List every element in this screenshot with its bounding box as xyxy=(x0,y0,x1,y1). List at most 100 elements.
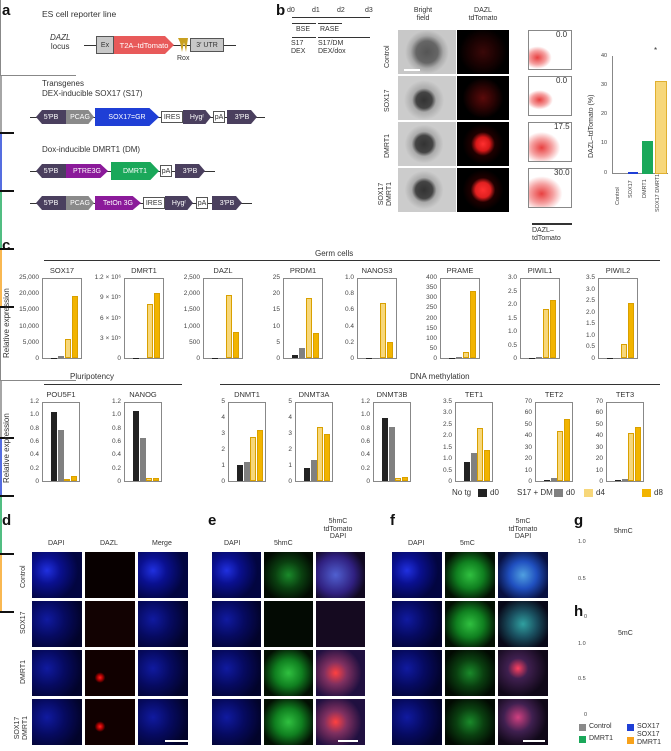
ytick: 0.4 xyxy=(29,451,39,459)
scatter-dot xyxy=(0,138,2,140)
scatter-dot xyxy=(0,565,2,567)
scatter-dot xyxy=(0,467,2,469)
scatter-dot xyxy=(0,120,2,122)
scatter-dot xyxy=(0,383,2,385)
egrid-cell-r3-c0 xyxy=(211,698,262,746)
scatter-dot xyxy=(0,288,2,290)
scatter-dot xyxy=(0,198,2,200)
fgrid-cell-r3-c2 xyxy=(497,698,549,746)
ytick: 2 xyxy=(221,446,225,453)
d-row-sox17: SOX17 xyxy=(20,611,27,634)
ires-box-2: IRES xyxy=(143,197,165,209)
gene-chart-pou5f1 xyxy=(42,402,80,482)
scatter-dot xyxy=(0,174,2,176)
bar-s17-dm-d0 xyxy=(140,357,146,358)
rase-arrow xyxy=(318,23,342,24)
bar-s17-dm-d4 xyxy=(250,437,256,481)
scatter-dot xyxy=(0,469,2,471)
fgrid-cell-r0-c2 xyxy=(497,551,549,599)
scatter-dot xyxy=(0,192,2,194)
ytick: 1.5 xyxy=(585,320,595,328)
scatter-dot xyxy=(0,220,2,222)
d-row-sox17dmrt1: SOX17 DMRT1 xyxy=(14,716,29,740)
scatter-dot xyxy=(0,122,2,124)
ytick: 0.5 xyxy=(507,341,517,349)
d-col-dazl: DAZL xyxy=(100,540,118,547)
scatter-dot xyxy=(0,607,2,609)
row-label-dmrt1: DMRT1 xyxy=(384,134,391,158)
bar-s17-dm-d4 xyxy=(147,304,153,358)
ytick: 5 xyxy=(288,398,292,405)
fgrid-cell-r2-c0 xyxy=(391,649,443,697)
bar-no-tg-d0 xyxy=(529,357,535,358)
egrid-cell-r0-c2 xyxy=(315,551,366,599)
ytick: 500 xyxy=(189,338,200,346)
bar-s17-dm-d4 xyxy=(628,433,634,481)
bar-no-tg-d0 xyxy=(464,461,470,481)
scatter-dot xyxy=(0,116,2,118)
d-col-dapi: DAPI xyxy=(48,540,65,547)
gene-chart-piwil1 xyxy=(520,278,560,359)
scatter-dot xyxy=(0,595,2,597)
ytick: 30 xyxy=(595,443,603,451)
scatter-dot xyxy=(0,453,2,455)
row-label-control: Control xyxy=(384,45,391,68)
fgrid-cell-r0-c0 xyxy=(391,551,443,599)
bar-s17-dm-d0 xyxy=(470,453,477,481)
scatter-dot xyxy=(0,537,2,539)
median-line xyxy=(0,495,14,497)
scatter-dot xyxy=(0,589,2,591)
ytick: 1,000 xyxy=(183,322,200,330)
bar-s17-dm-d4 xyxy=(380,302,386,358)
gene-title: TET2 xyxy=(544,390,564,399)
bar-s17-dm-d0 xyxy=(57,430,64,481)
ytick: 1.2 xyxy=(111,398,121,405)
dgrid-cell-r2-c2 xyxy=(137,649,189,697)
scatter-dot xyxy=(0,587,2,589)
scatter-dot xyxy=(0,401,2,403)
scatter-dot xyxy=(0,513,2,515)
h-title: 5mC xyxy=(618,630,633,637)
gene-title: DMRT1 xyxy=(131,266,157,275)
ytick: 2,500 xyxy=(183,274,200,281)
scatter-dot xyxy=(0,126,2,128)
scatter-dot xyxy=(0,222,2,224)
bar-s17-dm-d0 xyxy=(219,357,225,358)
scatter-dot xyxy=(0,409,2,411)
scatter-dot xyxy=(0,142,2,144)
scatter-dot xyxy=(0,234,2,236)
legend-s17dm-d0: d0 xyxy=(566,488,575,497)
dgrid-cell-r1-c1 xyxy=(84,600,136,648)
ytick: 0.6 xyxy=(111,438,121,445)
media-rase: RASE xyxy=(320,26,340,33)
scatter-dot xyxy=(0,162,2,164)
scatter-dot xyxy=(0,563,2,565)
scatter-dot xyxy=(0,525,2,527)
d-row-dmrt1: DMRT1 xyxy=(20,660,27,684)
median-line xyxy=(0,190,14,192)
legend-swatch-sox17dmrt1 xyxy=(627,737,634,744)
gene-chart-nanos3 xyxy=(357,278,397,359)
gene-chart-tet2 xyxy=(535,402,573,482)
scatter-dot xyxy=(0,236,2,238)
gene-chart-prdm1 xyxy=(283,278,323,359)
gene-title: DAZL xyxy=(213,266,233,275)
panel-label-g: g xyxy=(574,512,584,529)
scatter-dot xyxy=(0,425,2,427)
ytick: 0.8 xyxy=(360,424,370,432)
b-bar-control xyxy=(616,173,626,174)
scatter-dot xyxy=(0,439,2,441)
gene-title: DNMT3A xyxy=(298,390,330,399)
scatter-dot xyxy=(0,535,2,537)
gene-chart-tet1 xyxy=(455,402,493,482)
f-scale-bar xyxy=(523,740,545,742)
gene-title: DNMT3B xyxy=(376,390,408,399)
ytick: 0 xyxy=(288,478,292,485)
scatter-dot xyxy=(0,575,2,577)
ptre3g-arrow: PTRE3G xyxy=(66,164,108,178)
egrid-cell-r2-c0 xyxy=(211,649,262,697)
dgrid-cell-r1-c2 xyxy=(137,600,189,648)
ytick: 0 xyxy=(513,355,517,362)
bar-s17-dm-d4 xyxy=(557,431,563,481)
scatter-dot xyxy=(0,601,2,603)
